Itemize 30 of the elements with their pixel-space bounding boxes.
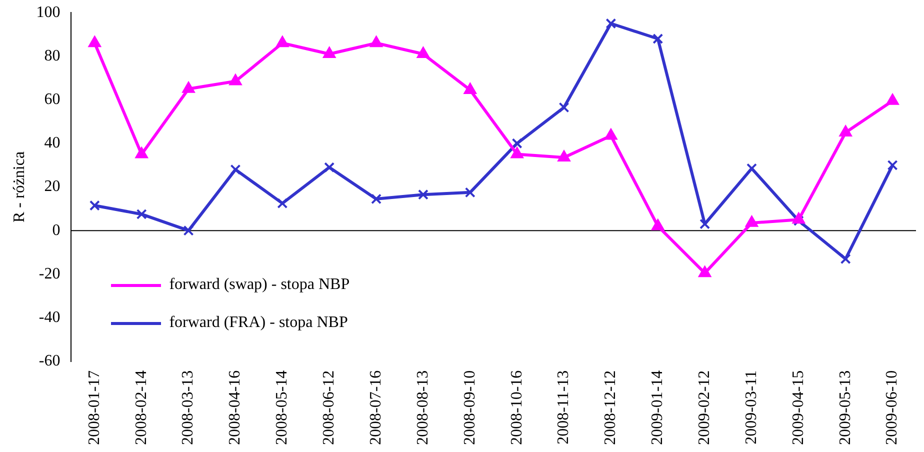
x-tick-label: 2009-05-13 xyxy=(836,370,854,445)
x-tick-label: 2008-04-16 xyxy=(226,370,244,445)
x-tick-label: 2009-06-10 xyxy=(884,370,901,445)
x-tick-label: 2009-04-15 xyxy=(790,370,807,445)
y-tick-label: -40 xyxy=(38,308,60,326)
y-tick-label: 0 xyxy=(52,222,60,239)
y-tick-label: 20 xyxy=(44,178,60,196)
y-axis-title: R - różnica xyxy=(10,151,28,223)
x-tick-label: 2008-07-16 xyxy=(367,370,384,445)
y-tick-label: -20 xyxy=(38,265,60,282)
y-tick-label: 40 xyxy=(44,134,60,152)
x-tick-label: 2008-12-12 xyxy=(602,370,620,445)
x-tick-label: 2008-08-13 xyxy=(414,370,432,445)
legend-label: forward (FRA) - stopa NBP xyxy=(169,314,348,332)
x-tick-label: 2008-05-14 xyxy=(274,370,291,445)
x-tick-label: 2008-02-14 xyxy=(132,370,150,445)
x-tick-label: 2008-06-12 xyxy=(320,370,338,445)
y-tick-label: 80 xyxy=(44,47,60,64)
x-tick-label: 2008-11-13 xyxy=(555,370,572,444)
x-tick-label: 2008-09-10 xyxy=(461,370,478,445)
x-tick-label: 2009-03-11 xyxy=(742,370,760,444)
x-tick-label: 2008-10-16 xyxy=(508,370,526,445)
x-tick-label: 2009-02-12 xyxy=(696,370,714,445)
x-tick-label: 2009-01-14 xyxy=(649,370,666,445)
y-tick-label: -60 xyxy=(38,352,60,370)
legend-label: forward (swap) - stopa NBP xyxy=(169,276,350,294)
y-tick-label: 60 xyxy=(44,90,60,108)
y-tick-label: 100 xyxy=(36,4,60,21)
x-tick-label: 2008-01-17 xyxy=(86,370,103,445)
x-tick-label: 2008-03-13 xyxy=(180,370,197,445)
